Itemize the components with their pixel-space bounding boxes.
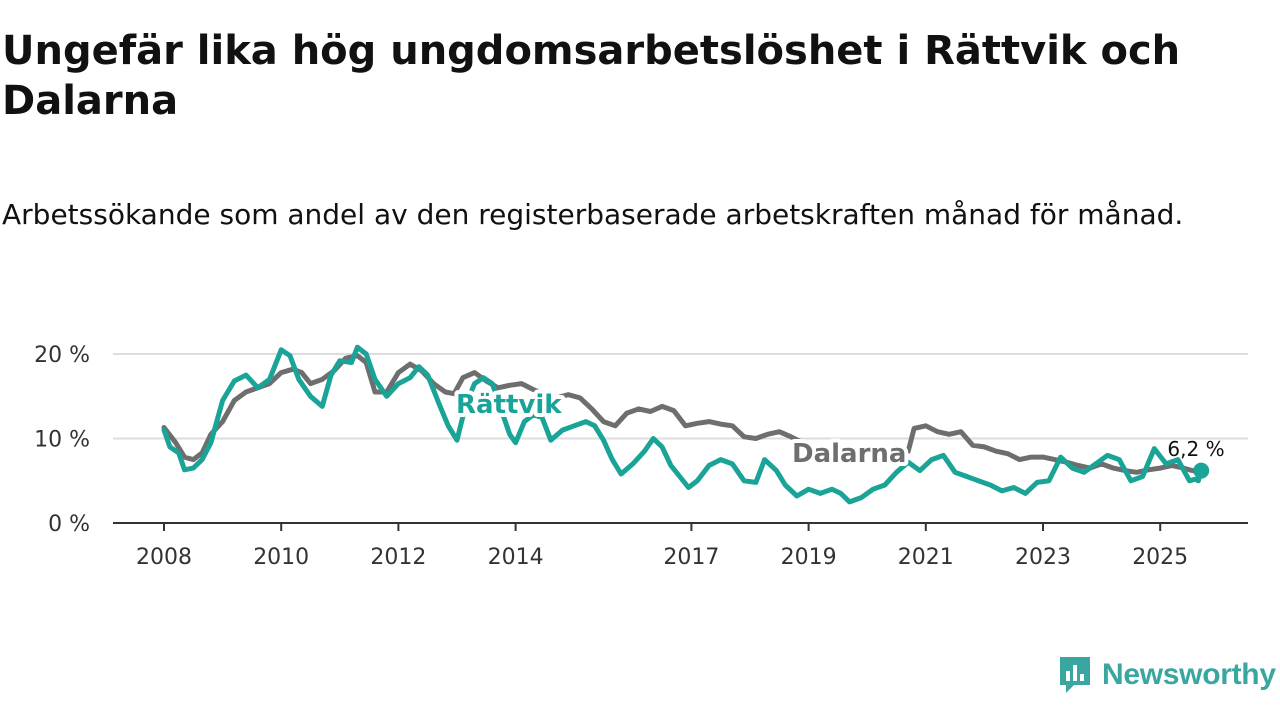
x-tick-label: 2025 xyxy=(1132,545,1188,570)
grid-lines xyxy=(113,353,1248,440)
chart-subtitle: Arbetssökande som andel av den registerb… xyxy=(2,198,1184,231)
x-tick-label: 2023 xyxy=(1015,545,1071,570)
series-line-rattvik xyxy=(161,344,1204,505)
series-label-rattvik: Rättvik xyxy=(456,390,562,420)
x-tick-label: 2012 xyxy=(370,545,426,570)
last-value-label: 6,2 % xyxy=(1167,437,1224,461)
x-tick-label: 2008 xyxy=(136,545,192,570)
newsworthy-logo: Newsworthy xyxy=(1058,654,1276,696)
chart-title: Ungefär lika hög ungdomsarbetslöshet i R… xyxy=(2,28,1181,124)
y-tick-label: 20 % xyxy=(34,343,90,368)
series-label-dalarna: Dalarna xyxy=(792,439,906,469)
y-tick-label: 0 % xyxy=(48,512,90,537)
x-tick-label: 2010 xyxy=(253,545,309,570)
y-tick-label: 10 % xyxy=(34,428,90,453)
x-tick-label: 2017 xyxy=(663,545,719,570)
last-value-dot xyxy=(1193,462,1210,479)
y-axis-ticks: 0 % 10 % 20 % xyxy=(34,343,90,537)
x-axis-ticks: 2008 2010 2012 2014 2017 2019 2021 2023 2025 xyxy=(136,523,1188,570)
x-tick-label: 2019 xyxy=(781,545,837,570)
series-line-dalarna xyxy=(161,353,1204,475)
x-tick-label: 2021 xyxy=(898,545,954,570)
x-tick-label: 2014 xyxy=(488,545,544,570)
newsworthy-logo-text: Newsworthy xyxy=(1102,658,1276,691)
newsworthy-logo-icon xyxy=(1060,657,1090,693)
